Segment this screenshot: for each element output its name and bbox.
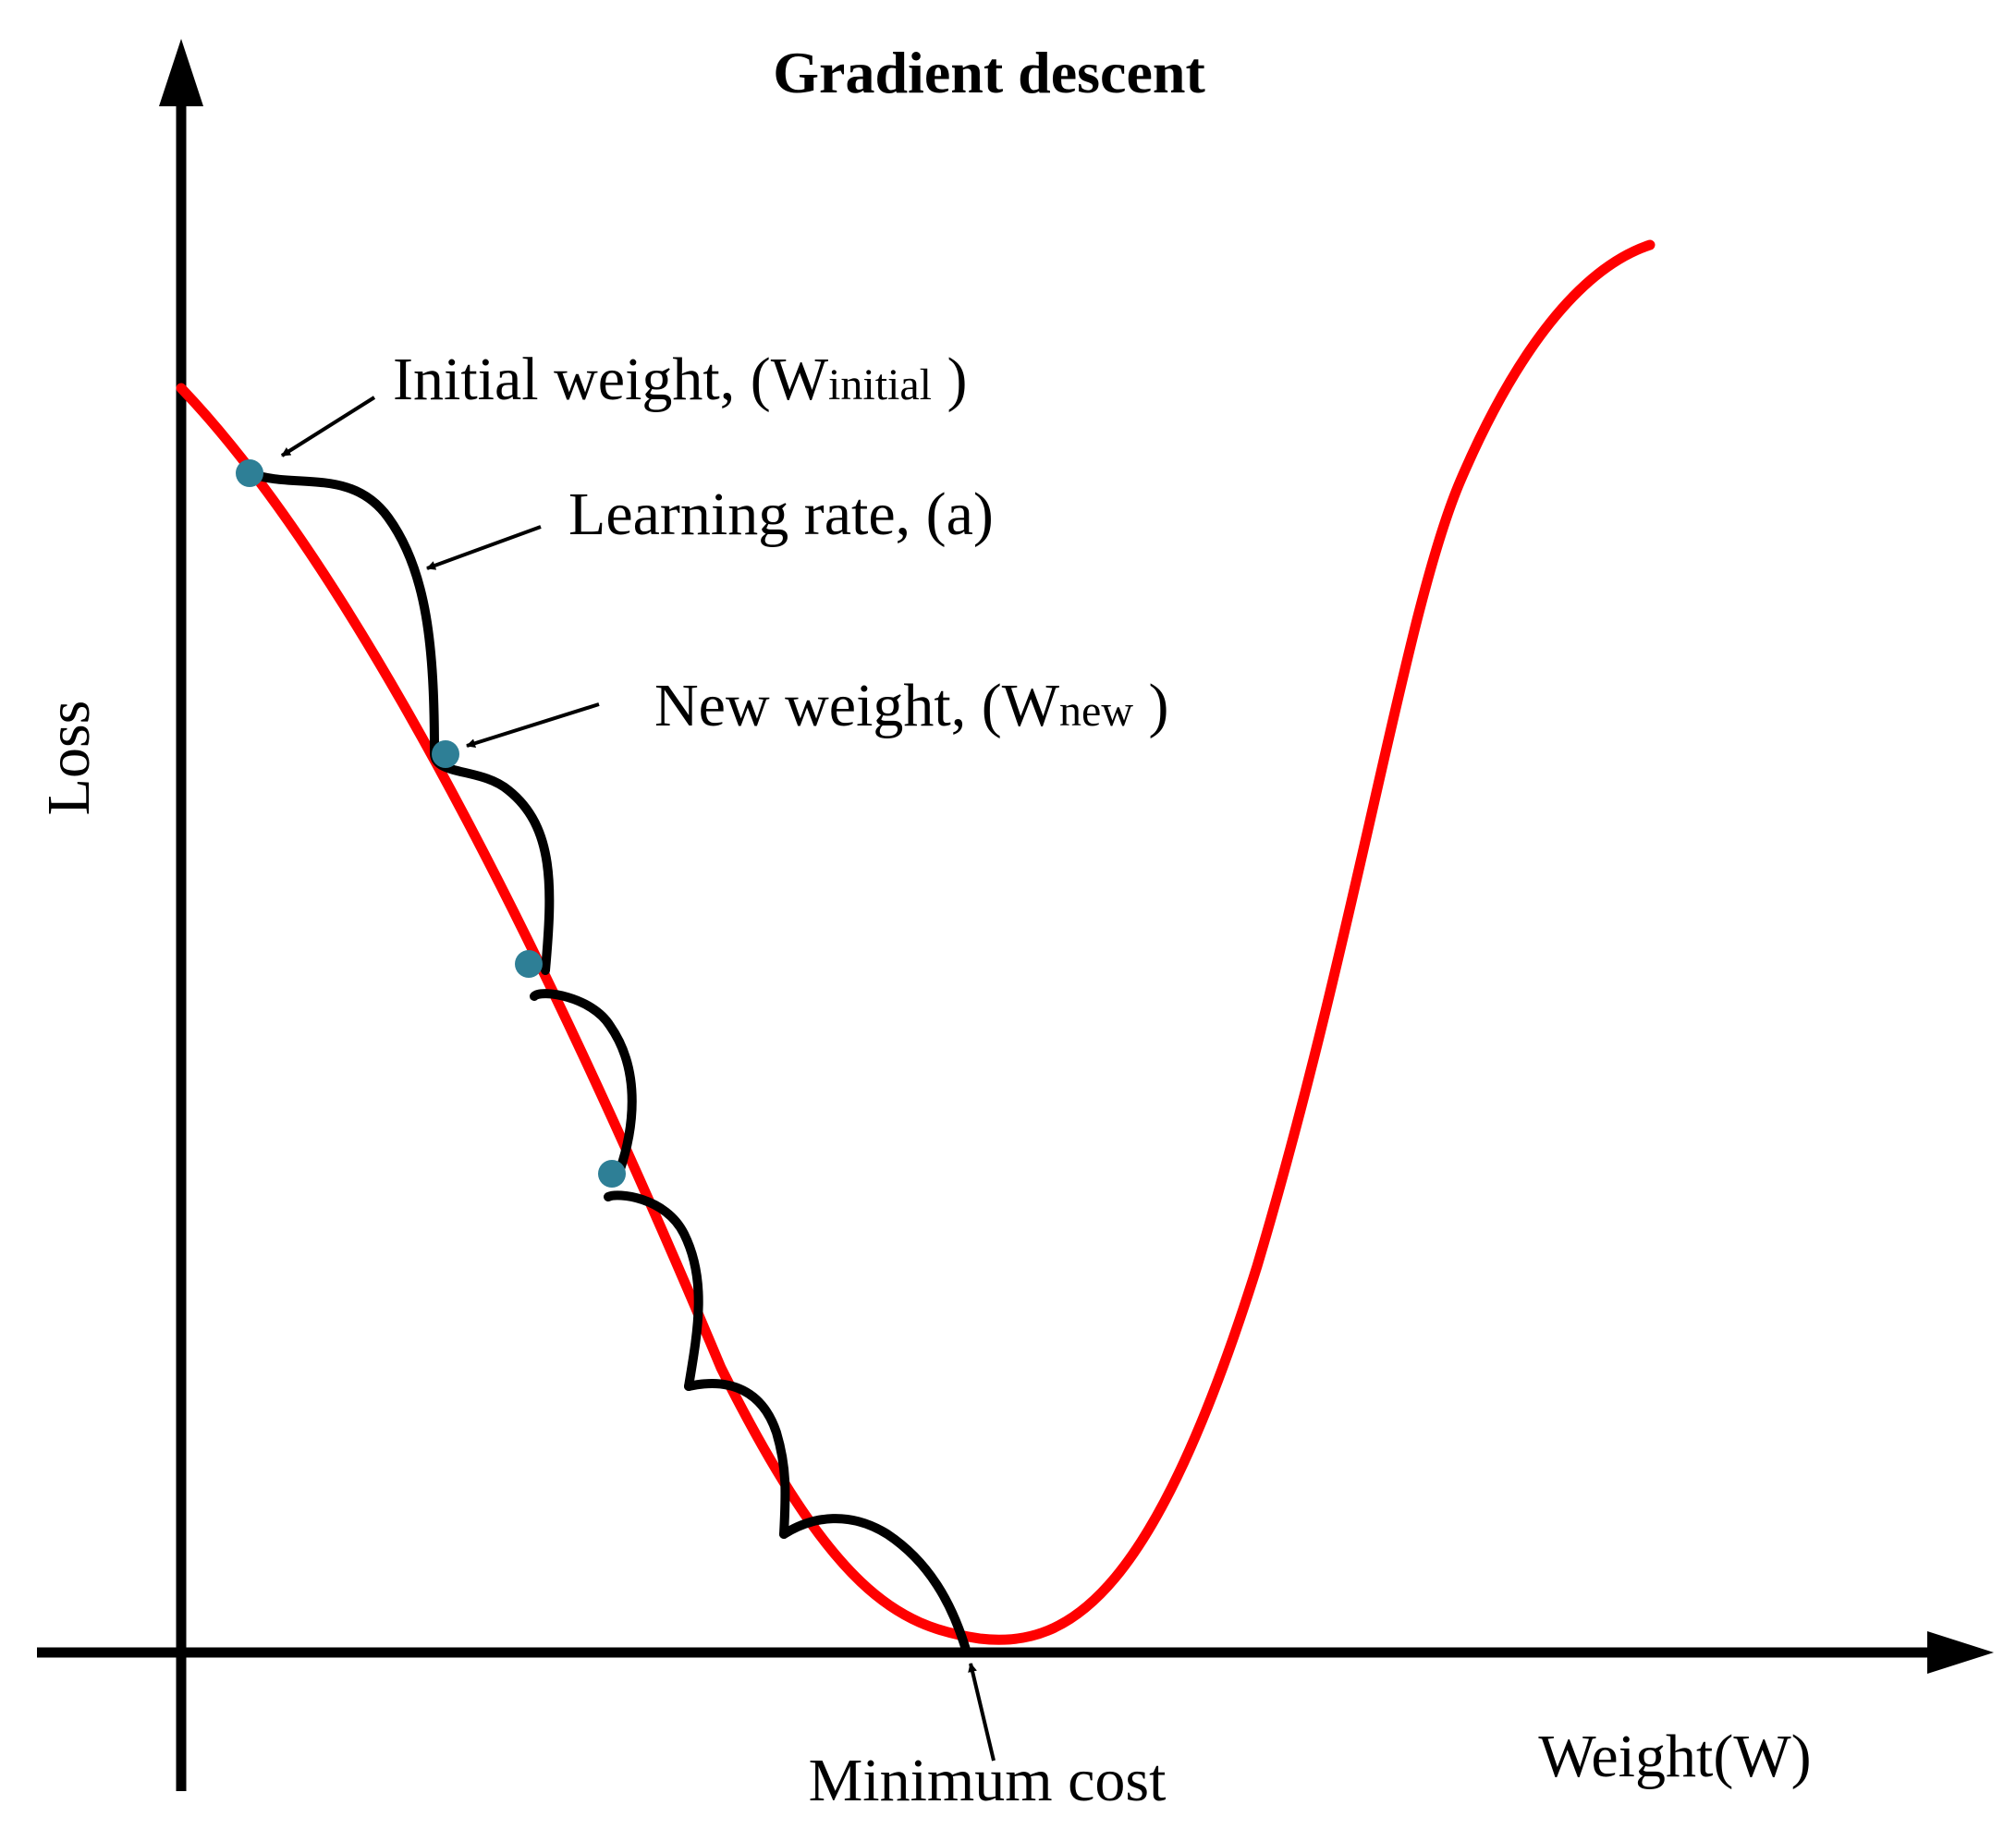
weight-point-3: [515, 950, 543, 978]
initial-weight-label: Initial weight, (Winitial ): [393, 346, 968, 413]
y-axis-arrowhead: [159, 39, 203, 106]
descent-steps: [245, 469, 971, 1654]
x-axis-label: Weight(W): [1538, 1723, 1811, 1790]
x-axis-arrowhead: [1927, 1631, 1994, 1674]
loss-curve: [176, 239, 1656, 1645]
y-axis: [159, 39, 203, 1791]
new-weight-subscript: new: [1059, 687, 1133, 736]
new-weight-label: New weight, (Wnew ): [654, 672, 1168, 739]
new-weight-close: ): [1133, 672, 1168, 739]
minimum-cost-label: Minimum cost: [809, 1747, 1167, 1814]
weight-points: [236, 459, 626, 1188]
new-weight-arrow: [466, 702, 600, 749]
initial-weight-text: Initial weight, (W: [393, 346, 829, 413]
annotation-arrows: [280, 396, 996, 1762]
initial-weight-arrow: [280, 396, 376, 457]
weight-point-initial: [236, 459, 263, 487]
learning-rate-label: Learning rate, (a): [568, 481, 994, 548]
weight-point-4: [598, 1160, 626, 1188]
weight-point-new: [432, 740, 459, 768]
learning-rate-arrow: [426, 525, 542, 570]
descent-step-2: [430, 749, 555, 975]
descent-step-6: [779, 1514, 971, 1654]
initial-weight-subscript: initial: [828, 360, 932, 409]
descent-step-4: [604, 1190, 703, 1391]
diagram-title: Gradient descent: [773, 40, 1205, 105]
descent-step-3: [530, 989, 637, 1177]
initial-weight-close: ): [932, 346, 967, 413]
descent-step-1: [245, 469, 439, 758]
y-axis-label: Loss: [35, 701, 103, 816]
minimum-cost-arrow: [968, 1663, 996, 1762]
new-weight-text: New weight, (W: [654, 672, 1060, 739]
descent-step-5: [684, 1379, 790, 1539]
x-axis: [37, 1631, 1994, 1674]
